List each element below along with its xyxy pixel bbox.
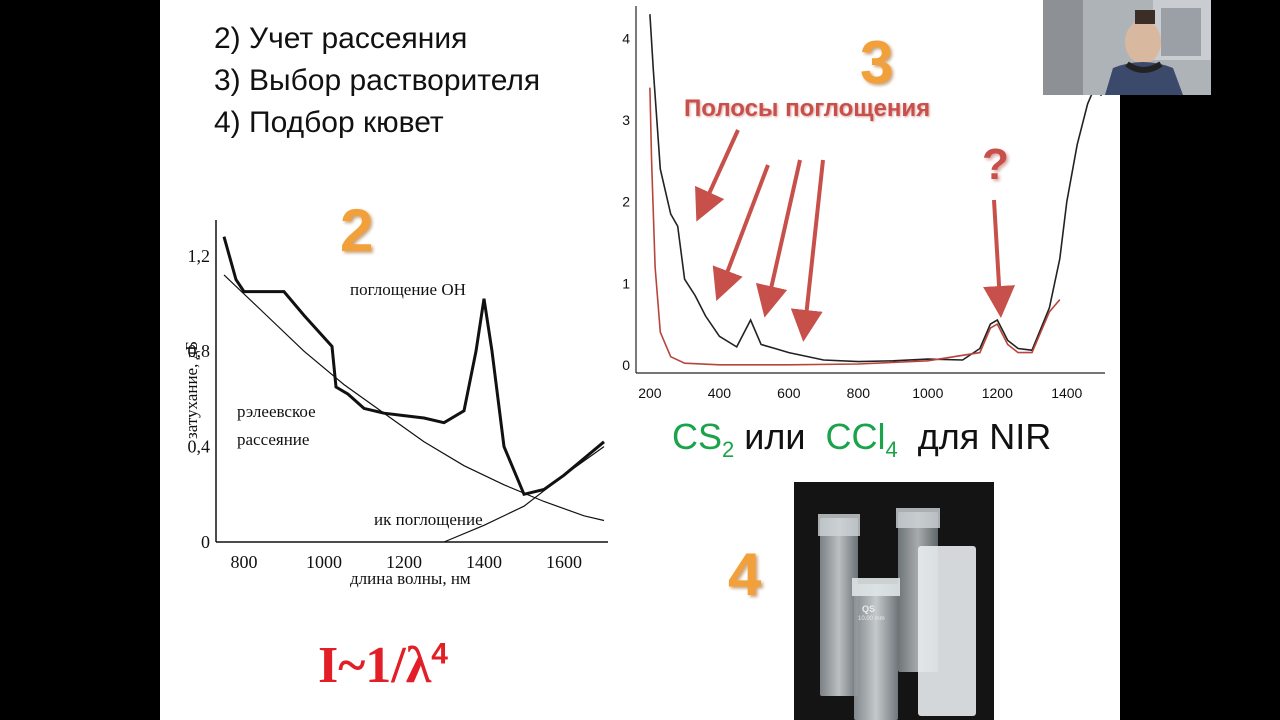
left-x-tick: 1600 <box>546 552 582 572</box>
cuvette-illustration <box>818 508 976 720</box>
marker-2: 2 <box>340 197 374 264</box>
left-chart-svg: 0 0,4 0,8 1,2 800 1000 1200 1400 1600 <box>188 220 608 572</box>
arrow-2 <box>712 164 770 301</box>
left-x-tick: 800 <box>231 552 258 572</box>
right-x-tick: 600 <box>777 385 801 401</box>
question-mark: ? <box>982 140 1009 189</box>
left-x-tick: 1000 <box>306 552 342 572</box>
left-x-tick: 1200 <box>386 552 422 572</box>
right-y-tick: 2 <box>622 194 630 210</box>
right-x-tick: 1000 <box>912 385 943 401</box>
ir-annotation: ик поглощение <box>374 510 483 529</box>
rayleigh-annotation-1: рэлеевское <box>237 402 316 421</box>
right-x-tick: 800 <box>847 385 871 401</box>
right-y-tick: 4 <box>622 31 630 47</box>
marker-3: 3 <box>860 29 894 96</box>
left-series-loss <box>222 236 605 497</box>
cs2-subscript: 2 <box>722 437 735 463</box>
left-x-label: длина волны, нм <box>350 569 471 588</box>
right-chart: 0 1 2 3 4 200 400 600 800 1000 1200 1400 Полосы по… <box>600 0 1120 420</box>
left-y-tick: 0,8 <box>188 341 211 361</box>
list-item-cuvette: 4) Подбор кювет <box>214 106 444 139</box>
right-y-tick: 3 <box>622 112 630 128</box>
right-x-tick: 1400 <box>1051 385 1082 401</box>
cuvette-photo: QS 10.00 mm <box>794 482 994 720</box>
cs2-text: CS <box>672 416 723 457</box>
slide: 2) Учет рассеяния 3) Выбор растворителя … <box>160 0 1120 720</box>
right-series-red <box>649 87 1061 366</box>
for-nir-text: для NIR <box>917 416 1052 457</box>
solvent-line: CS2 или CCl4 для NIR <box>672 416 1051 463</box>
right-series-dark <box>649 14 1103 363</box>
left-y-tick: 1,2 <box>188 246 211 266</box>
list-item-scattering: 2) Учет рассеяния <box>214 22 468 55</box>
left-chart: 0 0,4 0,8 1,2 800 1000 1200 1400 1600 затухание… <box>160 190 620 600</box>
oh-annotation: поглощение OH <box>350 280 466 299</box>
left-y-tick: 0 <box>201 532 210 552</box>
left-y-tick: 0,4 <box>188 437 211 457</box>
cuvette-label-size: 10.00 mm <box>858 616 885 622</box>
right-chart-svg: 0 1 2 3 4 200 400 600 800 1000 1200 1400 <box>622 6 1105 401</box>
right-x-tick: 400 <box>708 385 732 401</box>
ccl4-subscript: 4 <box>885 437 898 463</box>
webcam-thumbnail <box>1043 0 1211 95</box>
left-x-tick: 1400 <box>466 552 502 572</box>
left-y-label: затухание, дБ <box>182 341 201 439</box>
formula: I~1/λ4 <box>318 636 448 695</box>
cuvette-label-qs: QS <box>862 604 876 614</box>
left-series-ir <box>443 446 605 543</box>
right-y-tick: 0 <box>622 357 630 373</box>
arrow-3 <box>755 159 802 318</box>
right-x-tick: 1200 <box>982 385 1013 401</box>
arrow-5 <box>983 199 1016 318</box>
right-x-tick: 200 <box>638 385 662 401</box>
list-item-solvent: 3) Выбор растворителя <box>214 64 541 97</box>
right-y-tick: 1 <box>622 275 630 291</box>
marker-4: 4 <box>728 541 762 608</box>
arrow-4 <box>790 159 825 342</box>
or-text: или <box>744 416 806 457</box>
rayleigh-annotation-2: рассеяние <box>237 430 310 449</box>
left-series-rayleigh <box>223 274 605 522</box>
ccl4-text: CCl <box>825 416 886 457</box>
absorption-bands-label: Полосы поглощения <box>684 95 931 122</box>
formula-exponent: 4 <box>431 637 448 671</box>
arrow-1 <box>695 129 740 222</box>
formula-base: I~1/λ <box>318 637 432 694</box>
